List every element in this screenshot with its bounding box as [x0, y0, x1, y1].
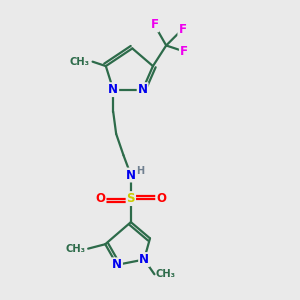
Text: N: N: [139, 253, 149, 266]
Text: F: F: [150, 18, 158, 32]
Text: N: N: [108, 83, 118, 96]
Text: N: N: [112, 258, 122, 271]
Text: CH₃: CH₃: [156, 269, 176, 279]
Text: S: S: [127, 192, 135, 205]
Text: F: F: [180, 45, 188, 58]
Text: N: N: [138, 83, 148, 96]
Text: H: H: [136, 166, 144, 176]
Text: N: N: [126, 169, 136, 182]
Text: F: F: [178, 23, 186, 36]
Text: CH₃: CH₃: [70, 57, 90, 67]
Text: O: O: [156, 192, 166, 205]
Text: CH₃: CH₃: [65, 244, 85, 254]
Text: O: O: [95, 192, 106, 205]
